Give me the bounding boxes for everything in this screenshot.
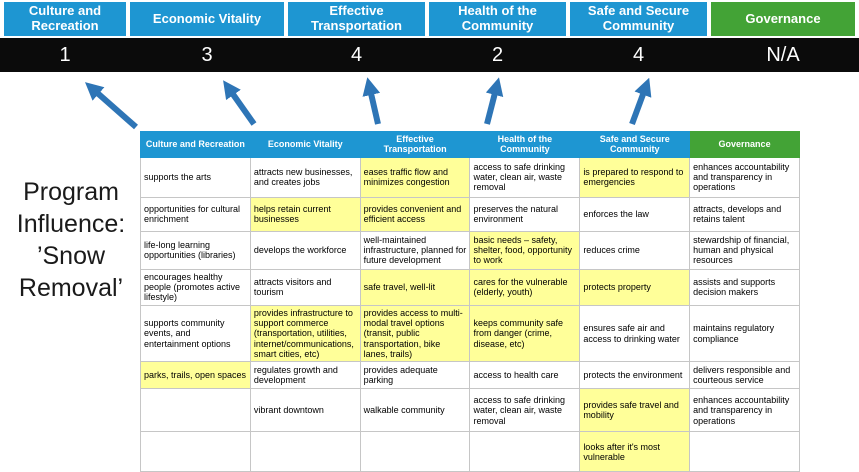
matrix-header-culture-and-recreation: Culture and Recreation: [140, 131, 251, 158]
matrix-cell: regulates growth and development: [249, 361, 361, 390]
matrix-row-3: life-long learning opportunities (librar…: [140, 230, 800, 270]
matrix-header-safe-and-secure-community: Safe and Secure Community: [579, 131, 691, 158]
influence-matrix: Culture and Recreation Economic Vitality E…: [140, 131, 800, 472]
matrix-cell: ensures safe air and access to drinking …: [579, 304, 691, 363]
category-label-economic-vitality: Economic Vitality: [130, 2, 284, 36]
matrix-cell: [359, 431, 471, 472]
score-value-governance: N/A: [766, 43, 800, 66]
matrix-row-6: parks, trails, open spaces regulates grow…: [140, 361, 800, 390]
matrix-cell-highlighted: provides infrastructure to support comme…: [249, 304, 361, 363]
matrix-row-8: looks after it's most vulnerable: [140, 431, 800, 472]
category-label-governance: Governance: [711, 2, 855, 36]
score-value-health-of-the-community: 2: [491, 43, 504, 66]
matrix-cell: walkable community: [359, 388, 471, 433]
score-value-safe-and-secure-community: 4: [632, 43, 645, 66]
matrix-header-governance: Governance: [689, 131, 800, 158]
score-row: 1 3 4 2 4 N/A: [0, 38, 859, 72]
matrix-header-health-of-the-community: Health of the Community: [469, 131, 581, 158]
matrix-cell: stewardship of financial, human and phys…: [689, 230, 800, 270]
matrix-cell: supports community events, and entertain…: [140, 304, 251, 363]
up-arrow-icon-2: [223, 80, 257, 126]
matrix-cell: encourages healthy people (promotes acti…: [140, 268, 251, 306]
matrix-cell: preserves the natural environment: [469, 196, 581, 232]
matrix-header-effective-transportation: Effective Transportation: [359, 131, 471, 158]
matrix-cell: protects the environment: [579, 361, 691, 390]
matrix-cell-highlighted: provides convenient and efficient access: [359, 196, 471, 232]
category-label-safe-and-secure-community: Safe and Secure Community: [570, 2, 707, 36]
up-arrow-icon-4: [484, 77, 504, 125]
matrix-header-row: Culture and Recreation Economic Vitality E…: [140, 131, 800, 158]
matrix-cell: [469, 431, 581, 472]
matrix-cell: access to health care: [469, 361, 581, 390]
matrix-cell: opportunities for cultural enrichment: [140, 196, 251, 232]
matrix-row-7: vibrant downtown walkable community access…: [140, 388, 800, 433]
matrix-cell: provides adequate parking: [359, 361, 471, 390]
matrix-row-1: supports the arts attracts new businesses…: [140, 156, 800, 198]
matrix-cell: enforces the law: [579, 196, 691, 232]
matrix-cell: [249, 431, 361, 472]
matrix-cell: enhances accountability and transparency…: [689, 388, 800, 433]
matrix-cell-highlighted: is prepared to respond to emergencies: [579, 156, 691, 198]
score-value-economic-vitality: 3: [201, 43, 213, 66]
matrix-row-2: opportunities for cultural enrichment hel…: [140, 196, 800, 232]
category-label-health-of-the-community: Health of the Community: [429, 2, 566, 36]
matrix-cell: attracts new businesses, and creates job…: [249, 156, 361, 198]
matrix-row-4: encourages healthy people (promotes acti…: [140, 268, 800, 306]
up-arrow-icon-5: [629, 77, 652, 126]
matrix-cell: enhances accountability and transparency…: [689, 156, 800, 198]
matrix-header-economic-vitality: Economic Vitality: [249, 131, 361, 158]
matrix-cell: supports the arts: [140, 156, 251, 198]
matrix-cell-highlighted: helps retain current businesses: [249, 196, 361, 232]
score-value-effective-transportation: 4: [350, 43, 363, 66]
matrix-cell: well-maintained infrastructure, planned …: [359, 230, 471, 270]
matrix-cell-highlighted: eases traffic flow and minimizes congest…: [359, 156, 471, 198]
matrix-cell-highlighted: safe travel, well-lit: [359, 268, 471, 306]
matrix-cell-highlighted: provides safe travel and mobility: [579, 388, 691, 433]
score-value-culture-and-recreation: 1: [59, 43, 71, 66]
up-arrow-icon-3: [362, 77, 381, 125]
category-header-row: Culture and Recreation Economic Vitality E…: [4, 2, 855, 36]
matrix-cell-highlighted: looks after it's most vulnerable: [579, 431, 691, 472]
matrix-cell: develops the workforce: [249, 230, 361, 270]
matrix-cell: life-long learning opportunities (librar…: [140, 230, 251, 270]
matrix-cell: [140, 388, 251, 433]
matrix-cell: access to safe drinking water, clean air…: [469, 156, 581, 198]
matrix-cell: attracts visitors and tourism: [249, 268, 361, 306]
matrix-cell-highlighted: provides access to multi-modal travel op…: [359, 304, 471, 363]
matrix-cell: access to safe drinking water, clean air…: [469, 388, 581, 433]
matrix-row-5: supports community events, and entertain…: [140, 304, 800, 363]
category-label-effective-transportation: Effective Transportation: [288, 2, 425, 36]
matrix-cell: delivers responsible and courteous servi…: [689, 361, 800, 390]
matrix-cell-highlighted: parks, trails, open spaces: [140, 361, 251, 390]
matrix-cell-highlighted: cares for the vulnerable (elderly, youth…: [469, 268, 581, 306]
matrix-cell: [689, 431, 800, 472]
matrix-cell: maintains regulatory compliance: [689, 304, 800, 363]
matrix-cell: reduces crime: [579, 230, 691, 270]
matrix-cell-highlighted: basic needs – safety, shelter, food, opp…: [469, 230, 581, 270]
arrows-layer: [84, 77, 652, 130]
matrix-cell: attracts, develops and retains talent: [689, 196, 800, 232]
matrix-cell: [140, 431, 251, 472]
matrix-cell: assists and supports decision makers: [689, 268, 800, 306]
matrix-cell-highlighted: protects property: [579, 268, 691, 306]
program-influence-title: Program Influence: ’Snow Removal’: [16, 178, 126, 302]
matrix-cell-highlighted: keeps community safe from danger (crime,…: [469, 304, 581, 363]
matrix-cell: vibrant downtown: [249, 388, 361, 433]
category-label-culture-and-recreation: Culture and Recreation: [4, 2, 126, 36]
up-arrow-icon-1: [84, 82, 138, 130]
